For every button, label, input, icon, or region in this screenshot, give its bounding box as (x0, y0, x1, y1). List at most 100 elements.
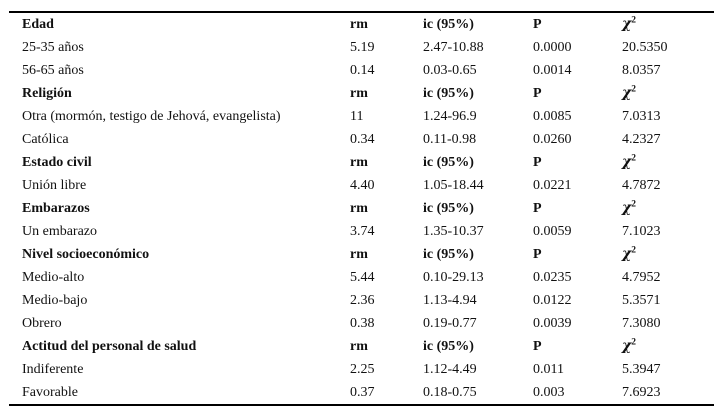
ic-value: 1.35-10.37 (423, 224, 484, 239)
ic-header-cell: ic (95%) (423, 86, 474, 101)
ic-header-cell: ic (95%) (423, 247, 474, 262)
ic-value: 1.13-4.94 (423, 293, 477, 308)
row-label: Católica (22, 132, 69, 147)
chi-exponent: 2 (631, 84, 636, 95)
ic-value: 0.10-29.13 (423, 270, 484, 285)
section-header-row: Edad rm ic (95%) P χ2 (9, 12, 714, 36)
p-value: 0.0059 (533, 224, 572, 239)
table-row: Medio-bajo 2.36 1.13-4.94 0.0122 5.3571 (9, 289, 714, 312)
p-value: 0.0221 (533, 178, 572, 193)
chi-header-cell: χ2 (619, 335, 714, 358)
chi-value: 4.7872 (622, 178, 661, 193)
chi-symbol: χ (622, 154, 632, 170)
rm-value: 3.74 (350, 224, 375, 239)
ic-value: 0.18-0.75 (423, 385, 477, 400)
table-row: Católica 0.34 0.11-0.98 0.0260 4.2327 (9, 128, 714, 151)
row-label: 25-35 años (22, 40, 84, 55)
p-header-cell: P (533, 201, 542, 216)
ic-header-cell: ic (95%) (423, 339, 474, 354)
rm-value: 2.36 (350, 293, 375, 308)
ic-header-cell: ic (95%) (423, 155, 474, 170)
p-value: 0.0260 (533, 132, 572, 147)
table-row: Otra (mormón, testigo de Jehová, evangel… (9, 105, 714, 128)
chi-value: 7.0313 (622, 109, 661, 124)
chi-header-cell: χ2 (619, 12, 714, 36)
p-value: 0.0235 (533, 270, 572, 285)
section-title: Actitud del personal de salud (22, 339, 197, 354)
chi-value: 4.7952 (622, 270, 661, 285)
row-label: Obrero (22, 316, 62, 331)
rm-header-cell: rm (350, 155, 368, 170)
chi-header-cell: χ2 (619, 151, 714, 174)
ic-value: 0.19-0.77 (423, 316, 477, 331)
chi-value: 5.3947 (622, 362, 661, 377)
section-header-row: Actitud del personal de salud rm ic (95%… (9, 335, 714, 358)
row-label: Un embarazo (22, 224, 98, 239)
p-value: 0.0014 (533, 63, 572, 78)
ic-value: 0.11-0.98 (423, 132, 477, 147)
chi-symbol: χ (622, 16, 632, 32)
chi-exponent: 2 (631, 15, 636, 26)
section-header-row: Religión rm ic (95%) P χ2 (9, 82, 714, 105)
table-row: 25-35 años 5.19 2.47-10.88 0.0000 20.535… (9, 36, 714, 59)
chi-header-cell: χ2 (619, 197, 714, 220)
row-label: Otra (mormón, testigo de Jehová, evangel… (22, 109, 281, 124)
rm-value: 0.38 (350, 316, 375, 331)
rm-value: 0.37 (350, 385, 375, 400)
stats-table: Edad rm ic (95%) P χ2 25-35 años 5.19 2.… (9, 11, 714, 406)
p-header-cell: P (533, 247, 542, 262)
chi-exponent: 2 (631, 153, 636, 164)
rm-value: 5.19 (350, 40, 375, 55)
table-row: Favorable 0.37 0.18-0.75 0.003 7.6923 (9, 381, 714, 405)
section-title: Nivel socioeconómico (22, 247, 150, 262)
rm-header-cell: rm (350, 247, 368, 262)
rm-value: 11 (350, 109, 364, 124)
ic-value: 2.47-10.88 (423, 40, 484, 55)
section-header-row: Nivel socioeconómico rm ic (95%) P χ2 (9, 243, 714, 266)
section-header-row: Estado civil rm ic (95%) P χ2 (9, 151, 714, 174)
chi-value: 7.3080 (622, 316, 661, 331)
table-row: Indiferente 2.25 1.12-4.49 0.011 5.3947 (9, 358, 714, 381)
row-label: Medio-bajo (22, 293, 88, 308)
section-title: Edad (22, 17, 54, 32)
chi-symbol: χ (622, 85, 632, 101)
p-header-cell: P (533, 155, 542, 170)
p-value: 0.0085 (533, 109, 572, 124)
row-label: Favorable (22, 385, 78, 400)
chi-value: 7.1023 (622, 224, 661, 239)
ic-header-cell: ic (95%) (423, 201, 474, 216)
rm-header-cell: rm (350, 339, 368, 354)
ic-value: 0.03-0.65 (423, 63, 477, 78)
chi-exponent: 2 (631, 199, 636, 210)
p-header-cell: P (533, 339, 542, 354)
chi-value: 8.0357 (622, 63, 661, 78)
p-value: 0.0039 (533, 316, 572, 331)
table-row: Obrero 0.38 0.19-0.77 0.0039 7.3080 (9, 312, 714, 335)
row-label: Medio-alto (22, 270, 85, 285)
table-row: Un embarazo 3.74 1.35-10.37 0.0059 7.102… (9, 220, 714, 243)
section-title: Estado civil (22, 155, 92, 170)
rm-value: 0.34 (350, 132, 375, 147)
chi-header-cell: χ2 (619, 243, 714, 266)
ic-value: 1.12-4.49 (423, 362, 477, 377)
ic-value: 1.24-96.9 (423, 109, 477, 124)
chi-symbol: χ (622, 246, 632, 262)
rm-value: 4.40 (350, 178, 375, 193)
row-label: Unión libre (22, 178, 87, 193)
rm-value: 0.14 (350, 63, 375, 78)
p-header-cell: P (533, 86, 542, 101)
rm-value: 5.44 (350, 270, 375, 285)
ic-header-cell: ic (95%) (423, 17, 474, 32)
rm-header-cell: rm (350, 201, 368, 216)
p-value: 0.011 (533, 362, 564, 377)
table-row: 56-65 años 0.14 0.03-0.65 0.0014 8.0357 (9, 59, 714, 82)
rm-header-cell: rm (350, 86, 368, 101)
chi-value: 5.3571 (622, 293, 661, 308)
chi-exponent: 2 (631, 245, 636, 256)
p-value: 0.0000 (533, 40, 572, 55)
section-header-row: Embarazos rm ic (95%) P χ2 (9, 197, 714, 220)
p-value: 0.0122 (533, 293, 572, 308)
row-label: 56-65 años (22, 63, 84, 78)
chi-value: 4.2327 (622, 132, 661, 147)
chi-value: 20.5350 (622, 40, 668, 55)
